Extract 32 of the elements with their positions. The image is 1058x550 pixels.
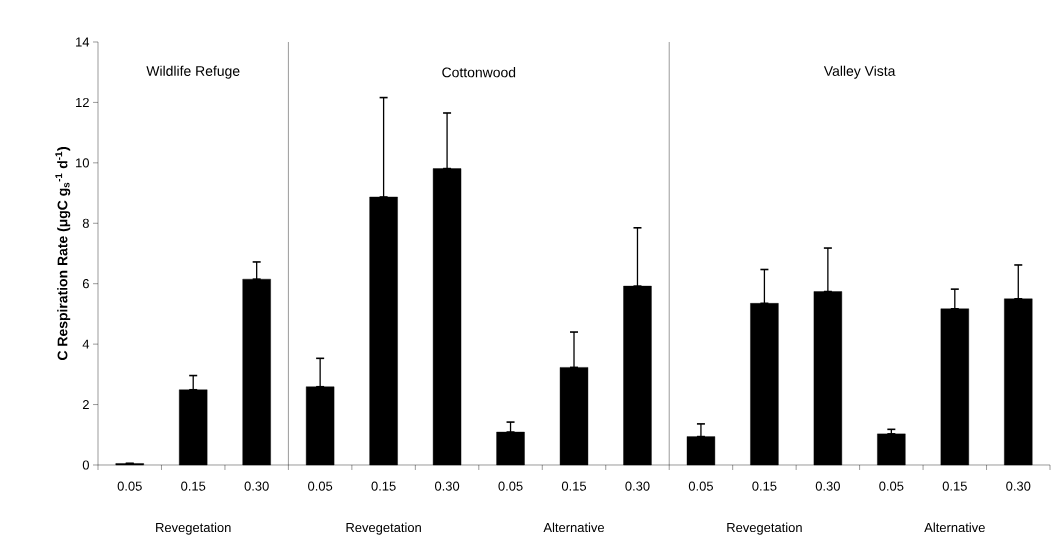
x-tick-label: 0.30 [434, 481, 460, 491]
x-tick-label: 0.30 [1006, 481, 1031, 491]
y-tick-label: 10 [76, 158, 89, 168]
x-tick-label: 0.15 [181, 481, 206, 491]
x-tick-label: 0.30 [625, 481, 650, 491]
annotation: Cottonwood [442, 67, 516, 78]
text: Revegetation [346, 522, 421, 535]
x-tick-label: 0.05 [879, 481, 904, 491]
x-tick-label: 0.15 [371, 481, 396, 491]
text: Revegetation [727, 522, 802, 535]
y-tick-label: 14 [76, 37, 90, 47]
x-tick-label: 0.15 [942, 481, 967, 491]
annotation: Valley Vista [823, 65, 896, 79]
x-tick-label: 0.15 [561, 481, 587, 491]
y-tick-label: 8 [82, 218, 89, 228]
y-axis-title: C Respiration Rate (μgC g$_{s}$$^{-1}$ d$^{-1}$) [55, 147, 71, 360]
y-tick-label: 6 [82, 279, 89, 289]
x-tick-label: 0.05 [498, 481, 523, 491]
x-tick-label: 0.05 [688, 481, 713, 491]
x-tick-label: 0.05 [117, 481, 142, 491]
text: Alternative [543, 522, 605, 533]
y-tick-label: 0 [82, 460, 89, 470]
y-tick-label: 2 [82, 400, 89, 410]
x-tick-label: 0.30 [244, 481, 269, 491]
annotation: Wildlife Refuge [146, 65, 240, 79]
x-tick-label: 0.30 [815, 481, 840, 491]
x-tick-label: 0.05 [308, 481, 333, 491]
text: Alternative [924, 522, 985, 533]
x-tick-label: 0.15 [752, 481, 777, 491]
text: Revegetation [156, 522, 231, 535]
y-tick-label: 4 [82, 339, 90, 349]
y-tick-label: 12 [76, 97, 89, 107]
